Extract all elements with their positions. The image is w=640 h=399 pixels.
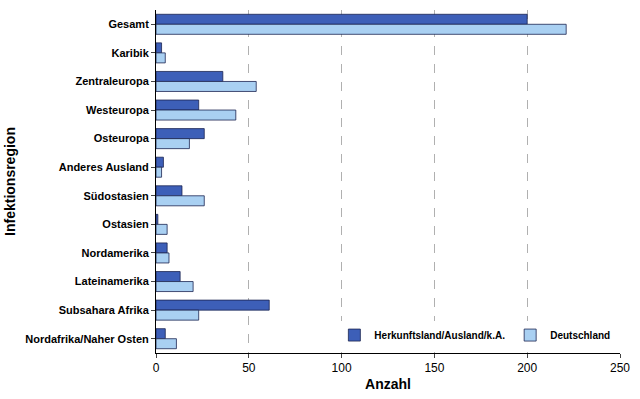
svg-text:Deutschland: Deutschland bbox=[550, 330, 610, 341]
svg-text:200: 200 bbox=[517, 361, 537, 375]
svg-text:Nordamerika: Nordamerika bbox=[82, 247, 150, 259]
svg-text:Zentraleuropa: Zentraleuropa bbox=[75, 75, 149, 87]
svg-text:50: 50 bbox=[242, 361, 256, 375]
svg-text:Karibik: Karibik bbox=[112, 47, 150, 59]
svg-text:Herkunftsland/Ausland/k.A.: Herkunftsland/Ausland/k.A. bbox=[374, 330, 505, 341]
svg-text:Westeuropa: Westeuropa bbox=[86, 104, 150, 116]
svg-text:Anzahl: Anzahl bbox=[365, 376, 411, 392]
svg-text:Osteuropa: Osteuropa bbox=[94, 132, 150, 144]
svg-text:Gesamt: Gesamt bbox=[108, 18, 149, 30]
svg-text:Infektionsregion: Infektionsregion bbox=[2, 127, 18, 236]
svg-text:Anderes Ausland: Anderes Ausland bbox=[59, 161, 149, 173]
svg-text:Ostasien: Ostasien bbox=[102, 218, 149, 230]
svg-text:250: 250 bbox=[610, 361, 630, 375]
svg-text:100: 100 bbox=[332, 361, 352, 375]
svg-text:150: 150 bbox=[424, 361, 444, 375]
svg-text:Nordafrika/Naher Osten: Nordafrika/Naher Osten bbox=[25, 333, 149, 345]
svg-text:0: 0 bbox=[153, 361, 160, 375]
svg-text:Lateinamerika: Lateinamerika bbox=[75, 275, 150, 287]
svg-text:Subsahara Afrika: Subsahara Afrika bbox=[59, 304, 150, 316]
svg-text:Südostasien: Südostasien bbox=[83, 190, 149, 202]
